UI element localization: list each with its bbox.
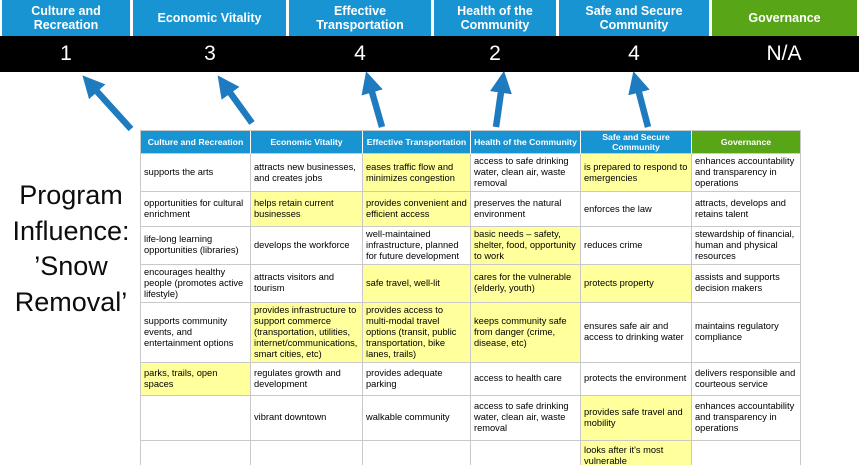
matrix-cell: access to safe drinking water, clean air… [471,395,581,441]
matrix-cell: provides safe travel and mobility [581,395,692,441]
matrix-cell: cares for the vulnerable (elderly, youth… [471,264,581,303]
matrix-cell: is prepared to respond to emergencies [581,154,692,192]
matrix-cell: protects the environment [581,362,692,396]
matrix-cell [141,395,251,441]
matrix-header-0: Culture and Recreation [141,131,251,154]
matrix-cell: opportunities for cultural enrichment [141,192,251,227]
matrix-cell: ensures safe air and access to drinking … [581,302,692,363]
matrix-cell: access to health care [471,362,581,396]
matrix-cell: provides access to multi-modal travel op… [363,302,471,363]
score-value-3: 2 [489,42,501,65]
matrix-row-0: supports the arts attracts new businesses… [141,154,801,192]
up-arrow-icon-5 [628,72,652,128]
matrix-cell: protects property [581,264,692,303]
matrix-row-4: supports community events, and entertain… [141,302,801,363]
matrix-row-5: parks, trails, open spaces regulates grow… [141,362,801,396]
category-header-1: Economic Vitality [133,0,286,36]
matrix-cell: safe travel, well-lit [363,264,471,303]
matrix-cell [141,440,251,465]
influence-arrows [82,72,652,132]
matrix-cell: develops the workforce [251,227,363,265]
matrix-header-1: Economic Vitality [251,131,363,154]
matrix-cell: keeps community safe from danger (crime,… [471,302,581,363]
score-bar: 1 3 4 2 4 N/A [0,36,859,72]
matrix-header-2: Effective Transportation [363,131,471,154]
matrix-cell: attracts, develops and retains talent [692,192,801,227]
category-header-4: Safe and Secure Community [559,0,709,36]
matrix-cell: provides convenient and efficient access [363,192,471,227]
matrix-cell: regulates growth and development [251,362,363,396]
up-arrow-icon-3 [361,72,386,128]
category-header-0: Culture and Recreation [2,0,130,36]
up-arrow-icon-1 [82,75,134,132]
matrix-cell: attracts new businesses, and creates job… [251,154,363,192]
matrix-row-7: looks after it's most vulnerable [141,440,801,465]
matrix-header-5: Governance [692,131,801,154]
matrix-header-row: Culture and Recreation Economic Vitality E… [141,131,801,154]
matrix-cell: helps retain current businesses [251,192,363,227]
matrix-cell: looks after it's most vulnerable [581,440,692,465]
up-arrow-icon-2 [217,75,255,125]
program-influence-label: Program Influence: ’Snow Removal’ [12,180,130,317]
matrix-row-2: life-long learning opportunities (librar… [141,227,801,265]
matrix-cell: encourages healthy people (promotes acti… [141,264,251,303]
matrix-cell: preserves the natural environment [471,192,581,227]
matrix-cell: enhances accountability and transparency… [692,395,801,441]
matrix-cell: supports community events, and entertain… [141,302,251,363]
matrix-row-1: opportunities for cultural enrichment hel… [141,192,801,227]
score-value-2: 4 [354,42,366,65]
category-header-5: Governance [712,0,857,36]
matrix-cell: enhances accountability and transparency… [692,154,801,192]
matrix-cell: walkable community [363,395,471,441]
matrix-cell [251,440,363,465]
matrix-cell [471,440,581,465]
matrix-cell: stewardship of financial, human and phys… [692,227,801,265]
matrix-cell: delivers responsible and courteous servi… [692,362,801,396]
matrix-cell [363,440,471,465]
matrix-cell: enforces the law [581,192,692,227]
up-arrow-icon-4 [489,72,512,128]
score-value-4: 4 [628,42,640,65]
matrix-cell: maintains regulatory compliance [692,302,801,363]
matrix-row-6: vibrant downtown walkable community access… [141,395,801,441]
matrix-cell: provides adequate parking [363,362,471,396]
matrix-cell: supports the arts [141,154,251,192]
matrix-cell: eases traffic flow and minimizes congest… [363,154,471,192]
matrix-cell: parks, trails, open spaces [141,362,251,396]
score-value-1: 3 [204,42,216,65]
influence-matrix-table: Culture and Recreation Economic Vitality E… [140,130,801,465]
category-header-3: Health of the Community [434,0,556,36]
score-value-0: 1 [60,42,72,65]
matrix-header-3: Health of the Community [471,131,581,154]
matrix-cell: vibrant downtown [251,395,363,441]
matrix-header-4: Safe and Secure Community [581,131,692,154]
matrix-cell: assists and supports decision makers [692,264,801,303]
matrix-cell [692,440,801,465]
matrix-cell: attracts visitors and tourism [251,264,363,303]
matrix-cell: life-long learning opportunities (librar… [141,227,251,265]
matrix-row-3: encourages healthy people (promotes acti… [141,264,801,303]
matrix-cell: basic needs – safety, shelter, food, opp… [471,227,581,265]
category-header-2: Effective Transportation [289,0,431,36]
score-value-5: N/A [766,42,802,65]
matrix-cell: provides infrastructure to support comme… [251,302,363,363]
matrix-cell: well-maintained infrastructure, planned … [363,227,471,265]
matrix-cell: reduces crime [581,227,692,265]
matrix-cell: access to safe drinking water, clean air… [471,154,581,192]
category-banner: Culture and Recreation Economic Vitality E… [2,0,857,36]
